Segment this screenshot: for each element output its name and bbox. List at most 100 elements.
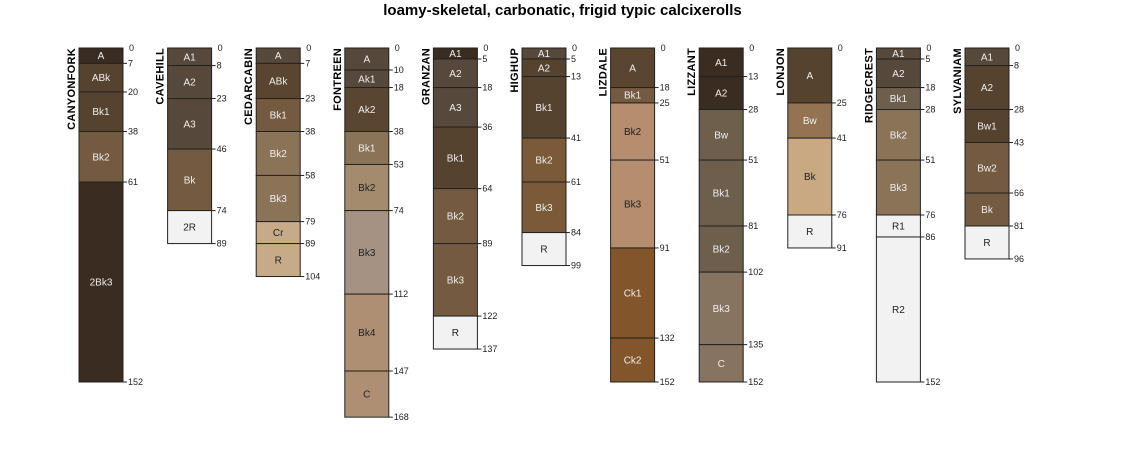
horizon-label: A [98, 51, 105, 62]
soil-profile: SYLVANIAM 0 A1 8 A2 28 Bw1 43 Bw2 66 Bk 81 R 96 [952, 43, 1024, 264]
depth-label: 51 [660, 155, 670, 165]
depth-label: 41 [571, 133, 581, 143]
depth-label: 74 [394, 206, 404, 216]
horizon-label: Bk3 [447, 275, 465, 286]
depth-label: 28 [925, 105, 935, 115]
horizon [610, 247, 656, 339]
depth-label: 0 [483, 43, 488, 53]
horizon [255, 62, 301, 100]
profile-name: LONJON [775, 48, 787, 96]
depth-label: 5 [571, 54, 576, 64]
horizon-label: 2Bk3 [90, 278, 113, 289]
depth-label: 152 [925, 377, 940, 387]
depth-label: 168 [394, 412, 409, 422]
depth-label: 112 [394, 289, 408, 299]
horizon-label: Bk2 [270, 149, 288, 160]
depth-label: 13 [748, 72, 758, 82]
horizon-label: Bk3 [624, 200, 642, 211]
horizon [255, 174, 301, 223]
horizon-label: A3 [449, 103, 462, 114]
horizon-label: Bw1 [977, 122, 997, 133]
depth-label: 76 [925, 210, 935, 220]
depth-label: 0 [661, 43, 666, 53]
horizon-label: A [275, 51, 282, 62]
soil-profile: LIZDALE 0 A 18 Bk1 25 Bk2 51 Bk3 91 Ck1 132 Ck2 152 [598, 43, 675, 387]
depth-label: 58 [305, 170, 315, 180]
depth-label: 0 [306, 43, 311, 53]
horizon-label: R [540, 245, 547, 256]
horizon [78, 181, 124, 383]
horizon-label: Bk3 [890, 183, 908, 194]
horizon-label: A1 [538, 49, 551, 60]
horizon-label: R2 [892, 305, 905, 316]
horizon-label: A2 [715, 89, 728, 100]
horizon-label: Bk [184, 175, 197, 186]
depth-label: 0 [1015, 43, 1020, 53]
horizon [610, 102, 656, 161]
depth-label: 18 [660, 83, 670, 93]
horizon-label: Bk1 [92, 107, 110, 118]
horizon-label: A [629, 63, 636, 74]
horizon-label: A3 [183, 119, 196, 130]
depth-label: 91 [660, 243, 670, 253]
horizon-label: C [363, 390, 370, 401]
horizon [521, 232, 567, 267]
horizon-label: Bk2 [890, 130, 908, 141]
depth-label: 89 [482, 239, 492, 249]
horizon [432, 243, 478, 317]
depth-label: 61 [128, 177, 138, 187]
horizon [698, 159, 744, 227]
horizon-label: Bk1 [535, 103, 553, 114]
horizon-label: Bk4 [358, 328, 376, 339]
soil-profile: RIDGECREST 0 A1 5 A2 18 Bk1 28 Bk2 51 Bk3 76 R1 86 R2 1… [863, 43, 940, 387]
soil-profile: GRANZAN 0 A1 5 A2 18 A3 36 Bk1 64 Bk2 89 Bk3 122 R 137 [420, 43, 497, 354]
depth-label: 18 [925, 83, 935, 93]
depth-label: 91 [837, 243, 847, 253]
depth-label: 81 [748, 221, 758, 231]
horizon-label: Bk3 [535, 203, 553, 214]
depth-label: 76 [837, 210, 847, 220]
depth-label: 10 [394, 65, 404, 75]
horizon [875, 159, 921, 216]
horizon-label: A1 [715, 58, 728, 69]
horizon [521, 181, 567, 234]
depth-label: 38 [128, 127, 138, 137]
horizon-label: A1 [981, 52, 994, 63]
depth-label: 28 [1014, 105, 1024, 115]
soil-profile: FONTREEN 0 A 10 Ak1 18 Ak2 38 Bk1 53 Bk2 74 Bk3 112 Bk… [332, 43, 409, 422]
horizon-label: R1 [892, 221, 905, 232]
depth-label: 38 [305, 127, 315, 137]
profile-name: LIZDALE [598, 48, 610, 97]
depth-label: 13 [571, 72, 581, 82]
horizon [432, 315, 478, 350]
depth-label: 51 [748, 155, 758, 165]
profile-name: CEDARCABIN [243, 48, 255, 125]
depth-label: 152 [748, 377, 763, 387]
horizon [698, 344, 744, 383]
depth-label: 132 [660, 333, 675, 343]
horizon [167, 65, 213, 100]
horizon [344, 293, 390, 372]
horizon [610, 337, 656, 383]
horizon-label: Cr [273, 228, 284, 239]
horizon-label: R [983, 238, 990, 249]
depth-label: 8 [1014, 61, 1019, 71]
depth-label: 122 [482, 311, 497, 321]
horizon-label: R [806, 227, 813, 238]
depth-label: 25 [837, 98, 847, 108]
horizon-label: Ak1 [358, 74, 376, 85]
depth-label: 7 [128, 58, 133, 68]
depth-label: 0 [572, 43, 577, 53]
horizon-label: Bk2 [358, 183, 376, 194]
depth-label: 137 [482, 344, 497, 354]
depth-label: 0 [129, 43, 134, 53]
horizon [964, 192, 1010, 227]
depth-label: 36 [482, 122, 492, 132]
depth-label: 152 [660, 377, 675, 387]
depth-label: 51 [925, 155, 935, 165]
soil-profile: CANYONFORK 0 A 7 ABk 20 Bk1 38 Bk2 61 2Bk3 152 [66, 43, 143, 387]
horizon [875, 109, 921, 161]
horizon-label: Bk2 [713, 245, 731, 256]
horizon-label: Bk1 [270, 111, 288, 122]
horizon-label: A2 [538, 63, 551, 74]
